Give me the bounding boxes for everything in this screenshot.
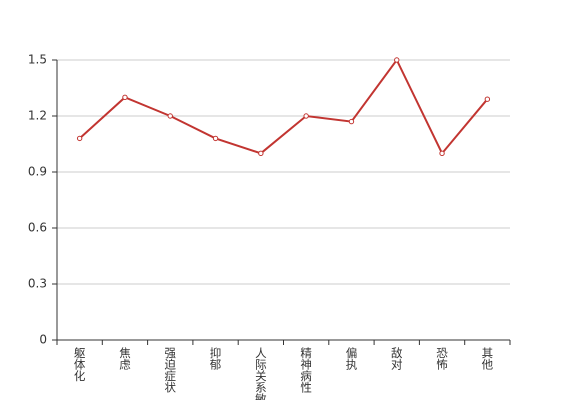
y-tick-label: 0	[39, 333, 47, 347]
point	[122, 94, 128, 101]
point	[258, 150, 264, 157]
point	[303, 113, 309, 119]
y-tick-label: 0.6	[28, 221, 47, 235]
y-tick-label: 0.3	[28, 277, 47, 291]
point	[76, 135, 83, 142]
x-tick-label: 其他	[480, 347, 494, 370]
point	[212, 135, 219, 142]
x-tick-label: 抑郁	[209, 346, 223, 370]
point	[439, 150, 445, 157]
point	[348, 118, 355, 125]
point	[484, 96, 491, 102]
x-tick-label: 偏执	[344, 346, 358, 371]
y-tick-label: 1.2	[28, 109, 47, 123]
x-tick-label: 人际关系敏感	[254, 347, 268, 400]
y-tick-label: 1.5	[28, 53, 47, 67]
x-tick-label: 恐怖	[435, 347, 449, 370]
x-tick-label: 敌对	[390, 346, 404, 370]
point	[394, 57, 400, 63]
x-tick-label: 强迫症状	[163, 347, 177, 393]
x-tick-label: 焦虑	[118, 347, 132, 370]
point	[167, 113, 173, 119]
y-tick-label: 0.9	[28, 165, 47, 179]
x-tick-label: 精神病性	[299, 347, 313, 394]
x-tick-label: 躯体化	[73, 347, 87, 382]
line	[78, 58, 489, 156]
